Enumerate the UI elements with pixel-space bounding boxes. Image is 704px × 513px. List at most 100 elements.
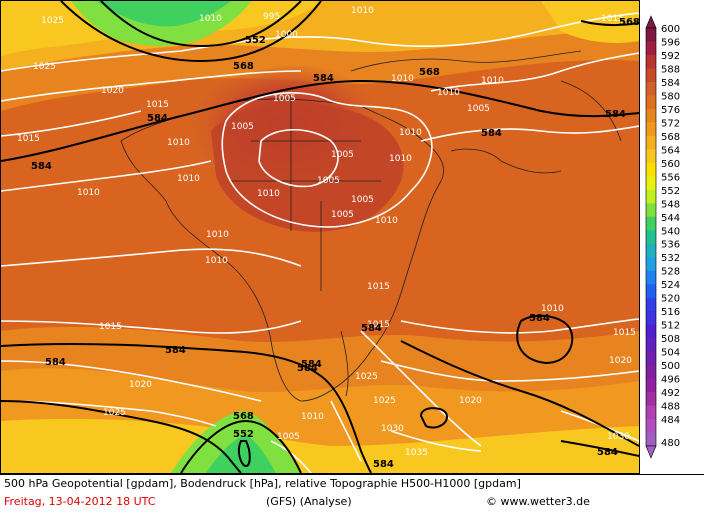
legend-swatch (646, 405, 656, 420)
geopotential-label: 584 (313, 73, 334, 84)
caption-second-line: Freitag, 13-04-2012 18 UTC (GFS) (Analys… (4, 495, 590, 508)
legend-label: 488 (661, 402, 680, 413)
legend-label: 520 (661, 294, 680, 305)
legend-label: 544 (661, 213, 680, 224)
legend-label: 532 (661, 253, 680, 264)
isobar-label: 1020 (129, 380, 152, 390)
legend-swatch (646, 68, 656, 83)
south-yellow-band (1, 418, 639, 473)
geopotential-label: 584 (147, 113, 168, 124)
isobar-label: 1010 (391, 74, 414, 84)
isobar-label: 1005 (467, 104, 490, 114)
isobar-label: 1005 (351, 195, 374, 205)
isobar-label: 1025 (355, 372, 378, 382)
geopotential-label: 584 (373, 459, 394, 470)
south-green-core (206, 436, 276, 473)
legend-swatch (646, 81, 656, 96)
legend-swatch (646, 324, 656, 339)
legend-arrow-top (645, 15, 657, 29)
legend-swatch (646, 54, 656, 69)
legend-label: 492 (661, 388, 680, 399)
legend-swatch (646, 257, 656, 272)
legend-swatch (646, 95, 656, 110)
legend-label: 576 (661, 105, 680, 116)
legend-label: 588 (661, 64, 680, 75)
geopotential-label: 568 (233, 411, 254, 422)
isobar-label: 1015 (613, 328, 636, 338)
legend-swatch (646, 392, 656, 407)
geopotential-label: 568 (233, 61, 254, 72)
legend-swatch (646, 41, 656, 56)
legend-label: 500 (661, 361, 680, 372)
copyright: © www.wetter3.de (486, 495, 590, 508)
geopotential-label: 568 (419, 67, 440, 78)
isobar-label: 1015 (17, 134, 40, 144)
isobar-label: 1010 (77, 188, 100, 198)
legend-label: 496 (661, 375, 680, 386)
isobar-label: 1010 (437, 88, 460, 98)
legend-label: 560 (661, 159, 680, 170)
coastlines (120, 50, 622, 402)
legend-swatch (646, 270, 656, 285)
legend-label: 568 (661, 132, 680, 143)
legend-swatch (646, 176, 656, 191)
legend-label: 536 (661, 240, 680, 251)
north-green-trough-core (96, 1, 231, 27)
legend-label: 596 (661, 37, 680, 48)
heat-core-center (211, 102, 404, 232)
color-legend: 600 596 592 588 584 580 576 572 568 564 560 556 552 5… (640, 0, 704, 474)
geopotential-label: 584 (45, 357, 66, 368)
legend-swatch (646, 216, 656, 231)
isobar-label: 1020 (609, 356, 632, 366)
isobar-label: 1010 (375, 216, 398, 226)
geopotential-label: 584 (165, 345, 186, 356)
isobar-label: 1010 (481, 76, 504, 86)
legend-label: 512 (661, 321, 680, 332)
isobar-label: 1010 (205, 256, 228, 266)
geopotential-labels: 552 568 584 568 584 584 584 584 584 584 … (31, 17, 639, 470)
isobar-label: 995 (263, 12, 280, 22)
legend-swatch (646, 203, 656, 218)
isobar-label: 1015 (601, 14, 624, 24)
isobar-label: 1005 (331, 210, 354, 220)
legend-label: 584 (661, 78, 680, 89)
legend-label: 524 (661, 280, 680, 291)
map-description: 500 hPa Geopotential [gpdam], Bodendruck… (4, 477, 521, 490)
isobar-label: 1005 (231, 122, 254, 132)
isobar-label: 1015 (99, 322, 122, 332)
isobar-label: 1010 (206, 230, 229, 240)
isobar-label: 1010 (177, 174, 200, 184)
isobar-label: 1035 (405, 448, 428, 458)
isobar-label: 1005 (331, 150, 354, 160)
legend-label: 572 (661, 118, 680, 129)
legend-arrow-bottom (645, 445, 657, 459)
legend-swatch (646, 365, 656, 380)
legend-swatch (646, 28, 656, 42)
geopotential-label: 584 (481, 128, 502, 139)
legend-canvas: 600 596 592 588 584 580 576 572 568 564 560 556 552 5… (645, 15, 680, 459)
geopotential-label: 568 (619, 17, 639, 28)
geopotential-label: 584 (597, 447, 618, 458)
map-canvas: 1010 995 1000 1010 1025 1020 1015 1010 1… (1, 1, 639, 473)
legend-swatch (646, 243, 656, 258)
legend-swatch (646, 108, 656, 123)
isobar-label: 1020 (459, 396, 482, 406)
map-date: Freitag, 13-04-2012 18 UTC (4, 495, 156, 508)
legend-swatch (646, 311, 656, 326)
geopotential-label: 584 (605, 109, 626, 120)
geopotential-label: 584 (31, 161, 52, 172)
legend-label: 564 (661, 145, 680, 156)
legend-swatch (646, 122, 656, 137)
geopotential-label: 584 (297, 363, 318, 374)
legend-label: 508 (661, 334, 680, 345)
isobar-label: 1005 (317, 176, 340, 186)
isobar-label: 1010 (541, 304, 564, 314)
legend-label: 548 (661, 199, 680, 210)
legend-swatch (646, 351, 656, 366)
isobar-label: 1010 (167, 138, 190, 148)
legend-label: 540 (661, 226, 680, 237)
isobar-label: 1010 (301, 412, 324, 422)
legend-label: 480 (661, 438, 680, 449)
model-run: (GFS) (Analyse) (266, 495, 352, 508)
legend-swatch (646, 378, 656, 393)
